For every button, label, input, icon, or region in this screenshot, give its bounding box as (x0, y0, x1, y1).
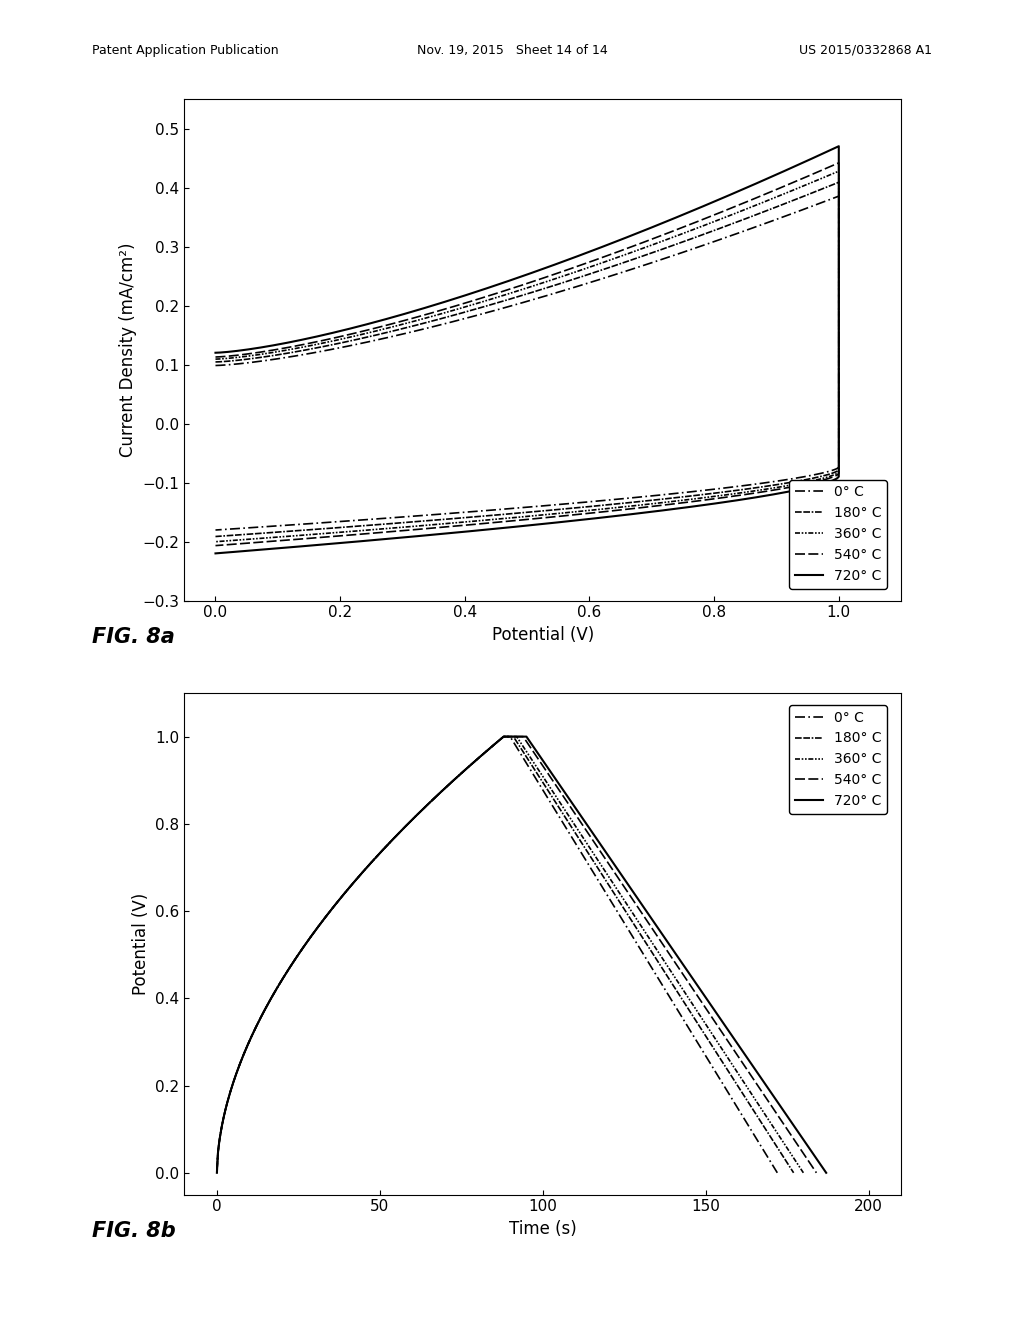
Legend: 0° C, 180° C, 360° C, 540° C, 720° C: 0° C, 180° C, 360° C, 540° C, 720° C (790, 705, 887, 814)
X-axis label: Potential (V): Potential (V) (492, 626, 594, 644)
Text: FIG. 8b: FIG. 8b (92, 1221, 176, 1241)
Text: US 2015/0332868 A1: US 2015/0332868 A1 (799, 44, 932, 57)
Y-axis label: Current Density (mA/cm²): Current Density (mA/cm²) (119, 243, 137, 457)
Text: FIG. 8a: FIG. 8a (92, 627, 175, 647)
Text: Nov. 19, 2015   Sheet 14 of 14: Nov. 19, 2015 Sheet 14 of 14 (417, 44, 607, 57)
Text: Patent Application Publication: Patent Application Publication (92, 44, 279, 57)
Y-axis label: Potential (V): Potential (V) (132, 892, 150, 995)
Legend: 0° C, 180° C, 360° C, 540° C, 720° C: 0° C, 180° C, 360° C, 540° C, 720° C (790, 479, 887, 589)
X-axis label: Time (s): Time (s) (509, 1220, 577, 1238)
